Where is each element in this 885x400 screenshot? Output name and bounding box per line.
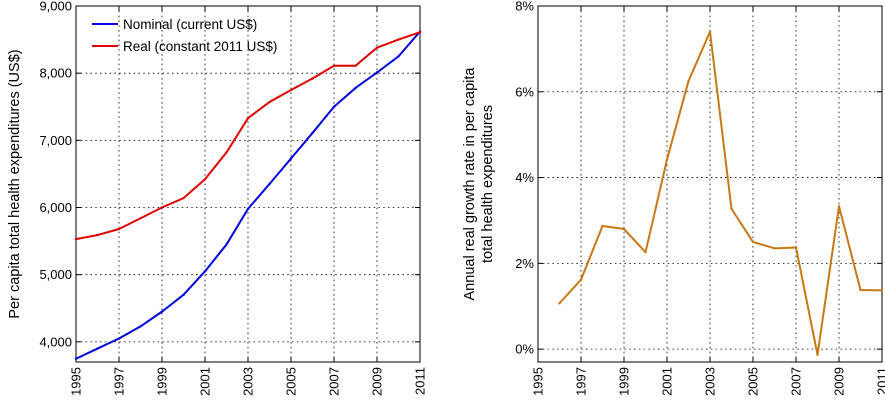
- x-tick-label: 1997: [112, 367, 127, 396]
- data-point: [96, 233, 99, 237]
- x-tick-label: 1999: [155, 367, 170, 396]
- grid-lines: [537, 5, 883, 362]
- y-tick-label: 6%: [515, 84, 534, 99]
- data-point: [117, 227, 121, 231]
- x-tick-label: 2007: [789, 367, 804, 396]
- y-tick-label: 5,000: [39, 267, 72, 282]
- data-point: [139, 325, 142, 328]
- data-point: [730, 207, 733, 211]
- legend-label: Real (constant 2011 US$): [123, 39, 277, 54]
- data-point: [708, 30, 712, 33]
- data-point: [397, 38, 400, 41]
- data-point: [601, 224, 604, 228]
- data-point: [622, 227, 626, 231]
- data-point: [794, 246, 798, 249]
- y-tick-label: 0%: [515, 342, 534, 357]
- data-point: [375, 71, 379, 74]
- data-point: [160, 206, 164, 209]
- data-point: [644, 250, 647, 254]
- legend: Nominal (current US$) Real (constant 2011…: [92, 17, 277, 54]
- data-point: [665, 158, 669, 161]
- x-tick-label: 1995: [531, 367, 546, 396]
- plot-frame: [75, 5, 421, 363]
- x-tick-label: 2011: [875, 367, 885, 395]
- y-axis-title: Per capita total health expenditures (US…: [7, 49, 23, 318]
- x-tick-label: 2003: [241, 367, 256, 396]
- x-tick-label: 2011: [413, 367, 428, 395]
- data-point: [203, 178, 207, 181]
- data-point: [332, 64, 336, 67]
- x-tick-label: 2009: [832, 367, 847, 396]
- y-tick-label: 8%: [515, 0, 534, 14]
- y-tick-label: 6,000: [39, 200, 72, 215]
- data-point: [203, 270, 207, 273]
- x-tick-label: 1997: [574, 367, 589, 396]
- x-tick-label: 1995: [69, 367, 84, 396]
- y-axis-title: total health expenditures: [480, 105, 496, 263]
- data-point: [332, 105, 336, 108]
- legend-label: Nominal (current US$): [123, 17, 257, 32]
- y-axis-title: Annual real growth rate in per capita: [462, 67, 478, 301]
- x-tick-label: 2009: [370, 367, 385, 396]
- data-point: [880, 289, 884, 292]
- left-chart-nominal-real-expenditures: 4,000 5,000 6,000 7,000 8,000 9,000 1995 1997 19…: [7, 0, 428, 396]
- data-point: [96, 347, 99, 350]
- data-point: [246, 207, 250, 211]
- data-point: [225, 151, 228, 154]
- data-point: [816, 353, 819, 356]
- x-tick-label: 2001: [660, 367, 675, 396]
- data-point: [311, 77, 314, 80]
- data-point: [773, 247, 776, 250]
- data-point: [139, 217, 142, 220]
- y-tick-label: 4%: [515, 170, 534, 185]
- x-tick-label: 2005: [284, 367, 299, 396]
- data-point: [751, 240, 755, 244]
- data-point: [182, 196, 185, 200]
- plot-frame: [537, 5, 883, 363]
- x-tick-label: 2007: [327, 367, 342, 396]
- data-point: [246, 116, 250, 120]
- data-point: [311, 131, 314, 135]
- data-point: [225, 243, 228, 246]
- grid-lines: [75, 5, 421, 362]
- data-point: [117, 337, 121, 340]
- data-point: [418, 30, 422, 34]
- axes: 0% 2% 4% 6% 8% 1995 1997 1999 2001 2003 2005 2007 20…: [462, 0, 885, 396]
- series-lines: [558, 30, 884, 356]
- series-line: [558, 30, 883, 356]
- data-point: [160, 310, 164, 313]
- x-tick-label: 2003: [703, 367, 718, 396]
- data-point: [859, 288, 862, 292]
- data-point: [397, 55, 400, 58]
- x-tick-label: 2001: [198, 367, 213, 396]
- data-point: [74, 237, 78, 241]
- data-point: [268, 100, 271, 104]
- data-point: [354, 64, 357, 67]
- y-tick-label: 9,000: [39, 0, 72, 14]
- data-point: [74, 357, 78, 360]
- data-point: [837, 205, 841, 208]
- data-point: [268, 182, 271, 186]
- data-point: [375, 46, 379, 49]
- data-point: [354, 86, 357, 90]
- series-lines: [74, 30, 422, 360]
- data-point: [182, 293, 185, 297]
- x-tick-label: 2005: [746, 367, 761, 396]
- axes: 4,000 5,000 6,000 7,000 8,000 9,000 1995 1997 19…: [7, 0, 428, 396]
- data-point: [579, 278, 583, 281]
- y-tick-label: 2%: [515, 256, 534, 271]
- y-tick-label: 4,000: [39, 334, 72, 349]
- y-tick-label: 7,000: [39, 133, 72, 148]
- x-tick-label: 1999: [617, 367, 632, 396]
- data-point: [289, 88, 293, 92]
- y-tick-label: 8,000: [39, 66, 72, 81]
- data-point: [687, 79, 690, 83]
- data-point: [558, 302, 561, 305]
- data-point: [289, 157, 293, 160]
- right-chart-annual-growth-rate: 0% 2% 4% 6% 8% 1995 1997 1999 2001 2003 2005 2007 20…: [462, 0, 885, 396]
